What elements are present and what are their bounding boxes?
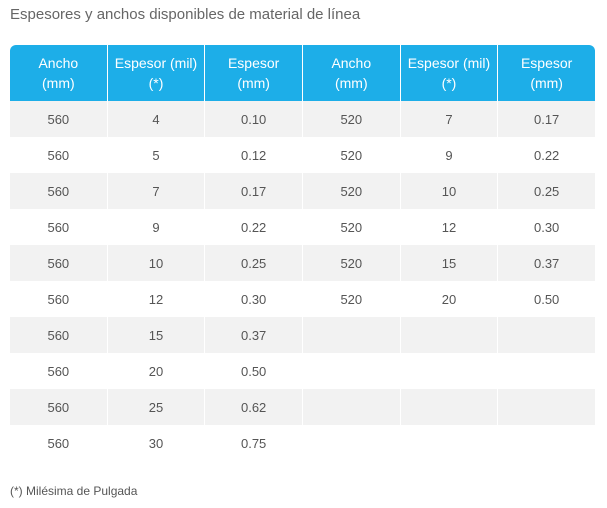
header-espesor-mm-2: Espesor (mm) (498, 45, 595, 101)
table-row: 560 15 0.37 (10, 317, 595, 353)
table-cell: 0.50 (205, 353, 302, 389)
table-cell: 0.10 (205, 101, 302, 137)
table-cell: 520 (302, 137, 400, 173)
table-cell: 560 (10, 245, 107, 281)
table-cell: 7 (107, 173, 205, 209)
table-cell: 15 (107, 317, 205, 353)
table-cell: 0.22 (205, 209, 302, 245)
table-cell (400, 353, 498, 389)
table-cell: 9 (107, 209, 205, 245)
table-header-row: Ancho (mm) Espesor (mil) (*) Espesor (mm) A… (10, 45, 595, 101)
table-cell: 0.17 (205, 173, 302, 209)
table-cell: 0.22 (498, 137, 595, 173)
table-cell: 520 (302, 245, 400, 281)
table-cell (302, 389, 400, 425)
table-cell: 12 (400, 209, 498, 245)
table-cell: 10 (107, 245, 205, 281)
table-row: 560 20 0.50 (10, 353, 595, 389)
table-cell: 4 (107, 101, 205, 137)
table-cell (498, 317, 595, 353)
table-row: 560 4 0.10 520 7 0.17 (10, 101, 595, 137)
table-cell: 0.17 (498, 101, 595, 137)
table-cell (498, 353, 595, 389)
table-cell: 10 (400, 173, 498, 209)
table-cell: 560 (10, 101, 107, 137)
table-cell: 30 (107, 425, 205, 461)
table-cell: 0.25 (205, 245, 302, 281)
table-cell: 20 (400, 281, 498, 317)
table-cell: 560 (10, 389, 107, 425)
table-cell: 0.30 (205, 281, 302, 317)
header-espesor-mm: Espesor (mm) (205, 45, 302, 101)
table-cell: 560 (10, 353, 107, 389)
table-cell: 560 (10, 173, 107, 209)
table-cell (302, 317, 400, 353)
table-row: 560 25 0.62 (10, 389, 595, 425)
table-row: 560 10 0.25 520 15 0.37 (10, 245, 595, 281)
table-cell: 560 (10, 317, 107, 353)
table-row: 560 12 0.30 520 20 0.50 (10, 281, 595, 317)
table-cell: 15 (400, 245, 498, 281)
table-row: 560 9 0.22 520 12 0.30 (10, 209, 595, 245)
table-row: 560 30 0.75 (10, 425, 595, 461)
table-cell: 9 (400, 137, 498, 173)
table-cell: 560 (10, 425, 107, 461)
table-row: 560 7 0.17 520 10 0.25 (10, 173, 595, 209)
header-ancho-mm: Ancho (mm) (10, 45, 107, 101)
table-cell: 560 (10, 137, 107, 173)
header-espesor-mil-2: Espesor (mil) (*) (400, 45, 498, 101)
table-cell (400, 425, 498, 461)
table-row: 560 5 0.12 520 9 0.22 (10, 137, 595, 173)
footnote: (*) Milésima de Pulgada (10, 484, 138, 498)
table-cell: 5 (107, 137, 205, 173)
table-cell: 520 (302, 173, 400, 209)
table-cell: 520 (302, 101, 400, 137)
table-cell (498, 389, 595, 425)
thickness-width-table: Ancho (mm) Espesor (mil) (*) Espesor (mm) A… (9, 45, 596, 461)
table-cell (302, 425, 400, 461)
table-cell: 0.25 (498, 173, 595, 209)
header-ancho-mm-2: Ancho (mm) (302, 45, 400, 101)
table-cell: 520 (302, 281, 400, 317)
page-title: Espesores y anchos disponibles de materi… (10, 6, 361, 23)
table-cell (302, 353, 400, 389)
table-cell (498, 425, 595, 461)
table-cell: 0.37 (205, 317, 302, 353)
table-cell: 12 (107, 281, 205, 317)
table-cell: 560 (10, 281, 107, 317)
table-cell: 0.75 (205, 425, 302, 461)
table-cell: 7 (400, 101, 498, 137)
table-cell: 560 (10, 209, 107, 245)
table-cell: 25 (107, 389, 205, 425)
table-cell: 20 (107, 353, 205, 389)
table-cell: 0.12 (205, 137, 302, 173)
table-cell: 520 (302, 209, 400, 245)
table-cell: 0.30 (498, 209, 595, 245)
table-cell (400, 317, 498, 353)
header-espesor-mil: Espesor (mil) (*) (107, 45, 205, 101)
table-cell: 0.37 (498, 245, 595, 281)
table-cell: 0.62 (205, 389, 302, 425)
table-cell: 0.50 (498, 281, 595, 317)
table-cell (400, 389, 498, 425)
